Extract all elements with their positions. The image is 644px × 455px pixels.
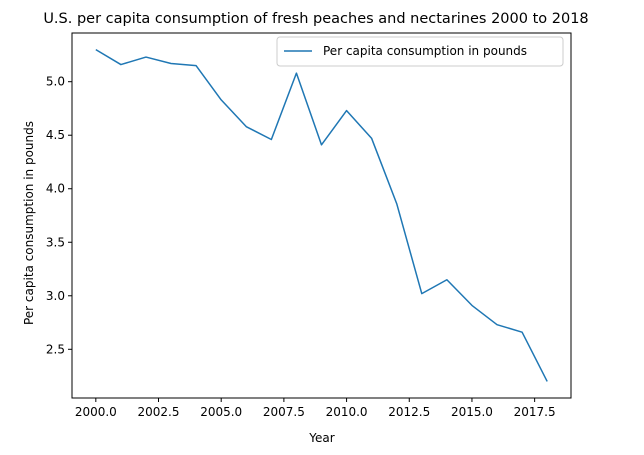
series-line: [95, 48, 548, 382]
x-tick-label: 2017.5: [514, 405, 556, 419]
x-tick-label: 2007.5: [263, 405, 305, 419]
plot-area: [95, 48, 548, 382]
legend-entry-label: Per capita consumption in pounds: [323, 44, 527, 58]
x-tick-label: 2012.5: [388, 405, 430, 419]
x-tick-label: 2000.0: [75, 405, 117, 419]
axes-frame: [71, 32, 572, 399]
y-axis-label: Per capita consumption in pounds: [22, 121, 36, 325]
x-tick-label: 2005.0: [200, 405, 242, 419]
legend: Per capita consumption in pounds: [276, 36, 564, 67]
x-tick-label: 2015.0: [451, 405, 493, 419]
y-tick-label: 4.0: [46, 182, 65, 196]
y-tick-label: 2.5: [46, 342, 65, 356]
y-tick-label: 4.5: [46, 128, 65, 142]
x-axis: 2000.0 2002.5 2005.0 2007.5 2010.0 2012.5 2015…: [75, 398, 556, 419]
chart-title: U.S. per capita consumption of fresh pea…: [43, 11, 588, 27]
x-axis-label: Year: [308, 431, 334, 445]
y-tick-label: 5.0: [46, 75, 65, 89]
x-tick-label: 2010.0: [326, 405, 368, 419]
legend-box: [276, 36, 564, 67]
x-tick-label: 2002.5: [138, 405, 180, 419]
y-tick-label: 3.5: [46, 235, 65, 249]
y-axis: 2.5 3.0 3.5 4.0 4.5 5.0: [46, 75, 72, 356]
y-tick-label: 3.0: [46, 289, 65, 303]
